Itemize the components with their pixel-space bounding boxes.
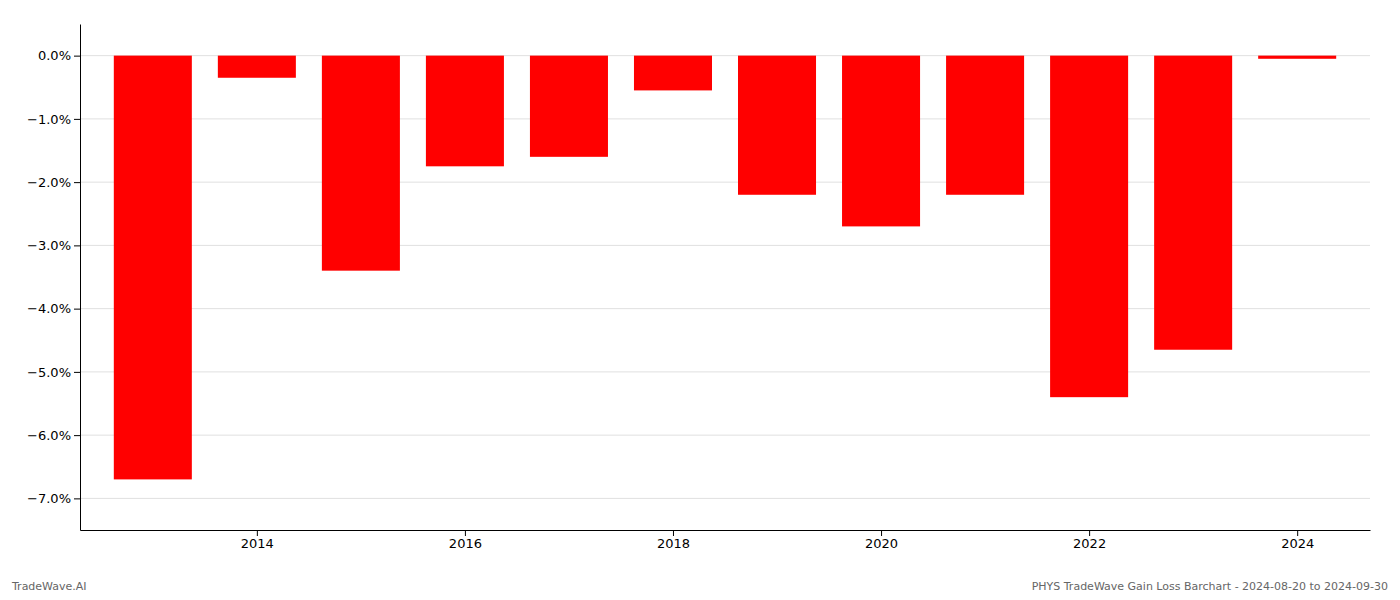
x-tick-label: 2014 bbox=[241, 536, 274, 551]
x-tick-mark bbox=[673, 530, 674, 536]
bar bbox=[946, 56, 1024, 195]
y-tick-mark bbox=[74, 56, 80, 57]
x-tick: 2024 bbox=[1281, 530, 1314, 551]
bar bbox=[114, 56, 192, 480]
y-tick-mark bbox=[74, 119, 80, 120]
y-tick-mark bbox=[74, 245, 80, 246]
y-tick: −7.0% bbox=[27, 491, 80, 506]
y-tick: −1.0% bbox=[27, 112, 80, 127]
plot-area: 2014 2016 2018 2020 2022 2024 0.0% −1.0% −2.0% −3… bbox=[27, 25, 1370, 552]
x-tick-mark bbox=[465, 530, 466, 536]
bar bbox=[1050, 56, 1128, 398]
x-tick-label: 2016 bbox=[449, 536, 482, 551]
bar bbox=[530, 56, 608, 157]
y-tick-label: 0.0% bbox=[38, 48, 71, 63]
y-tick-label: −1.0% bbox=[27, 112, 71, 127]
x-axis: 2014 2016 2018 2020 2022 2024 bbox=[81, 530, 1371, 551]
x-tick: 2020 bbox=[865, 530, 898, 551]
y-tick-mark bbox=[74, 372, 80, 373]
y-tick: −3.0% bbox=[27, 238, 80, 253]
y-tick-mark bbox=[74, 435, 80, 436]
grid-line bbox=[80, 371, 1370, 372]
x-tick-mark bbox=[1089, 530, 1090, 536]
x-tick: 2014 bbox=[241, 530, 274, 551]
x-tick-mark bbox=[257, 530, 258, 536]
x-tick-label: 2024 bbox=[1281, 536, 1314, 551]
bars bbox=[114, 56, 1336, 480]
y-tick-label: −3.0% bbox=[27, 238, 71, 253]
footer-right: PHYS TradeWave Gain Loss Barchart - 2024… bbox=[1032, 580, 1388, 593]
x-tick: 2016 bbox=[449, 530, 482, 551]
x-tick-label: 2020 bbox=[865, 536, 898, 551]
grid-line bbox=[80, 435, 1370, 436]
bar bbox=[738, 56, 816, 195]
x-tick-label: 2018 bbox=[657, 536, 690, 551]
y-tick-label: −2.0% bbox=[27, 175, 71, 190]
x-tick: 2018 bbox=[657, 530, 690, 551]
x-tick-mark bbox=[1297, 530, 1298, 536]
y-tick-label: −7.0% bbox=[27, 491, 71, 506]
bar bbox=[1154, 56, 1232, 350]
bar bbox=[634, 56, 712, 91]
y-tick: −5.0% bbox=[27, 365, 80, 380]
y-tick: −4.0% bbox=[27, 301, 80, 316]
bar bbox=[426, 56, 504, 167]
bar bbox=[842, 56, 920, 227]
footer-left: TradeWave.AI bbox=[11, 580, 87, 593]
bar bbox=[218, 56, 296, 78]
bar bbox=[322, 56, 400, 271]
grid bbox=[80, 56, 1370, 499]
y-tick: −6.0% bbox=[27, 428, 80, 443]
y-axis-line bbox=[80, 25, 81, 531]
y-tick-mark bbox=[74, 498, 80, 499]
x-axis-line bbox=[81, 530, 1371, 531]
y-tick-label: −5.0% bbox=[27, 365, 71, 380]
y-tick: 0.0% bbox=[38, 48, 80, 63]
x-tick: 2022 bbox=[1073, 530, 1106, 551]
y-tick: −2.0% bbox=[27, 175, 80, 190]
grid-line bbox=[80, 498, 1370, 499]
chart: 2014 2016 2018 2020 2022 2024 0.0% −1.0% −2.0% −3… bbox=[0, 0, 1400, 600]
y-axis: 0.0% −1.0% −2.0% −3.0% −4.0% −5.0% −6.0% −7.0% bbox=[27, 25, 80, 531]
y-tick-label: −6.0% bbox=[27, 428, 71, 443]
x-tick-mark bbox=[881, 530, 882, 536]
x-tick-label: 2022 bbox=[1073, 536, 1106, 551]
bar bbox=[1258, 56, 1336, 59]
y-tick-mark bbox=[74, 182, 80, 183]
y-tick-label: −4.0% bbox=[27, 301, 71, 316]
y-tick-mark bbox=[74, 309, 80, 310]
